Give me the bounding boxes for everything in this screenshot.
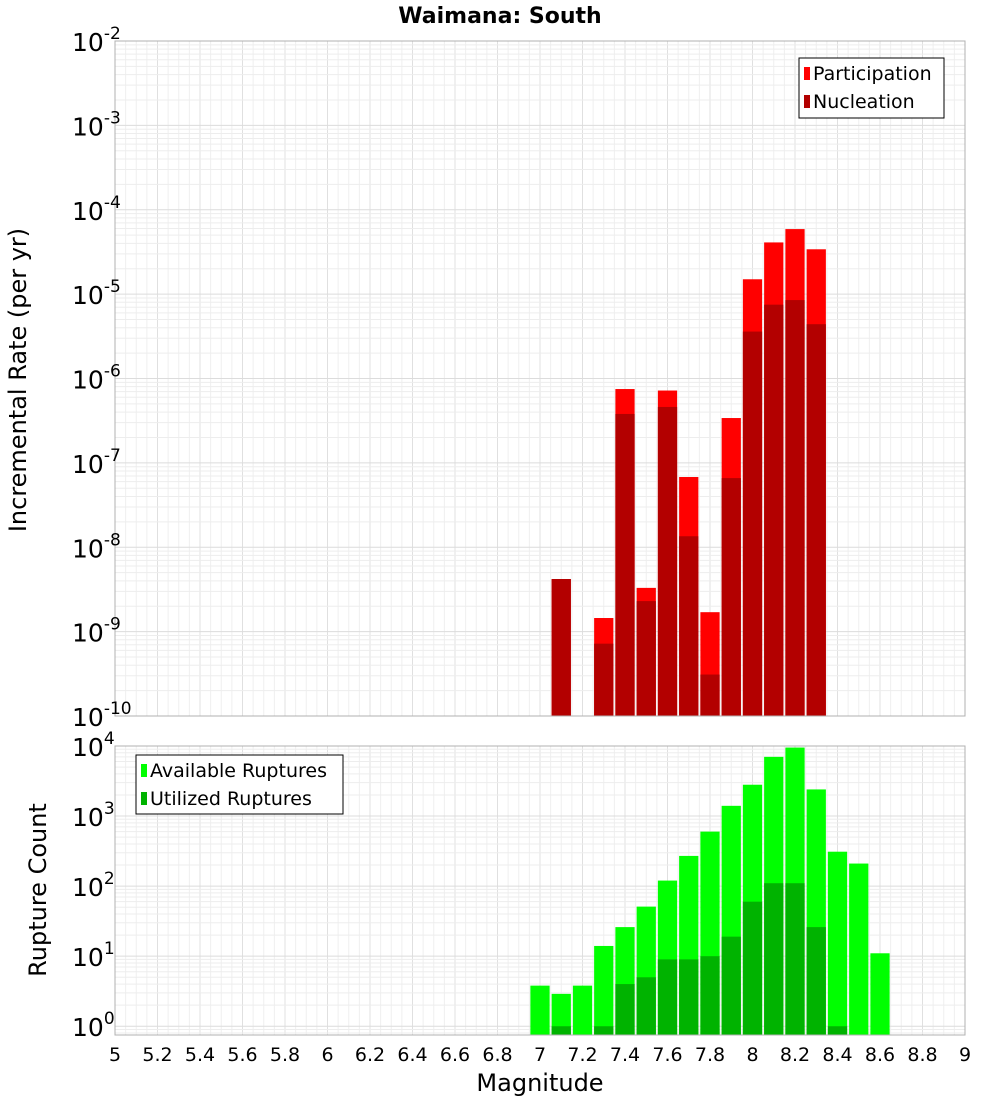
bar-nucleation <box>764 304 784 716</box>
x-tick-label: 6 <box>321 1044 333 1066</box>
bar-utilized-ruptures <box>721 936 741 1035</box>
bar-utilized-ruptures <box>785 883 805 1035</box>
y-tick-label: 10-7 <box>72 446 121 479</box>
bar-utilized-ruptures <box>551 1026 571 1035</box>
bar-nucleation <box>785 300 805 716</box>
x-tick-label: 7.4 <box>610 1044 640 1066</box>
y-tick-label: 103 <box>72 799 115 832</box>
y-tick-label: 101 <box>72 939 115 972</box>
y-tick-label: 104 <box>72 729 115 762</box>
rate-panel: 10-2 10-3 10-4 10-5 10-6 10-7 10-8 10-9 10-10 Par… <box>72 24 966 732</box>
x-axis-label: Magnitude <box>476 1069 603 1097</box>
x-tick-label: 8.4 <box>822 1044 852 1066</box>
legend-label: Participation <box>813 63 932 85</box>
x-tick-label: 5.6 <box>227 1044 257 1066</box>
legend: Available Ruptures Utilized Ruptures <box>135 754 344 815</box>
x-tick-label: 8.2 <box>780 1044 810 1066</box>
x-tick-label: 6.8 <box>482 1044 512 1066</box>
bar-nucleation <box>700 674 720 716</box>
x-tick-label: 7.8 <box>695 1044 725 1066</box>
bar-nucleation <box>657 406 678 716</box>
bar-utilized-ruptures <box>700 956 720 1035</box>
plot-frame <box>114 40 966 717</box>
y-tick-label: 10-4 <box>72 193 121 226</box>
legend-label: Utilized Ruptures <box>150 788 312 810</box>
bar-available-ruptures <box>551 993 571 1035</box>
y-tick-label: 10-10 <box>72 699 132 732</box>
bar-nucleation <box>679 536 699 716</box>
bar-available-ruptures <box>827 851 848 1035</box>
bar-utilized-ruptures <box>594 1026 614 1035</box>
x-tick-label: 7.2 <box>567 1044 597 1066</box>
x-tick-label: 5 <box>109 1044 121 1066</box>
x-tick-label: 9 <box>959 1044 971 1066</box>
bar-utilized-ruptures <box>742 901 763 1035</box>
legend-label: Available Ruptures <box>150 760 327 782</box>
x-tick-label: 5.8 <box>270 1044 300 1066</box>
x-tick-label: 7.6 <box>652 1044 682 1066</box>
bar-nucleation <box>594 643 614 716</box>
bar-utilized-ruptures <box>827 1026 848 1035</box>
legend-swatch <box>804 67 810 80</box>
y-tick-label: 10-9 <box>72 615 121 648</box>
bar-utilized-ruptures <box>636 977 656 1035</box>
legend-box <box>798 57 945 119</box>
x-tick-label: 6.2 <box>355 1044 385 1066</box>
y-tick-label: 100 <box>72 1009 115 1042</box>
y-tick-label: 10-8 <box>72 530 121 563</box>
x-tick-label: 5.2 <box>142 1044 172 1066</box>
bottom-y-axis-label: Rupture Count <box>24 803 52 977</box>
x-tick-label: 5.4 <box>185 1044 215 1066</box>
y-tick-label: 10-3 <box>72 108 121 141</box>
x-tick-label: 6.6 <box>440 1044 470 1066</box>
legend-swatch <box>141 764 147 777</box>
x-tick-label: 6.4 <box>397 1044 427 1066</box>
bar-utilized-ruptures <box>764 883 784 1035</box>
x-tick-label: 7 <box>534 1044 546 1066</box>
x-tick-label: 8.6 <box>865 1044 895 1066</box>
y-tick-label: 102 <box>72 869 115 902</box>
y-tick-label: 10-5 <box>72 277 121 310</box>
bar-available-ruptures <box>870 953 890 1035</box>
bar-utilized-ruptures <box>657 959 678 1035</box>
bar-available-ruptures <box>849 863 869 1035</box>
bar-utilized-ruptures <box>806 927 826 1035</box>
top-y-axis-label: Incremental Rate (per yr) <box>4 228 32 532</box>
bar-available-ruptures <box>572 985 593 1035</box>
bar-utilized-ruptures <box>679 959 699 1035</box>
chart-title: Waimana: South <box>398 4 601 29</box>
bar-nucleation <box>551 579 571 716</box>
y-tick-label: 10-2 <box>72 24 121 57</box>
bar-utilized-ruptures <box>615 984 635 1035</box>
legend: Participation Nucleation <box>798 57 945 119</box>
plot-frame <box>114 745 966 1036</box>
legend-swatch <box>141 792 147 805</box>
y-tick-label: 10-6 <box>72 362 121 395</box>
bar-nucleation <box>742 331 763 716</box>
x-tick-label: 8.8 <box>907 1044 937 1066</box>
bar-available-ruptures <box>530 985 550 1035</box>
bar-nucleation <box>806 324 826 716</box>
legend-box <box>135 754 344 815</box>
bar-available-ruptures <box>594 945 614 1035</box>
legend-swatch <box>804 95 810 108</box>
legend-label: Nucleation <box>813 91 915 113</box>
bar-nucleation <box>615 413 635 716</box>
bar-nucleation <box>636 601 656 716</box>
x-tick-label: 8 <box>746 1044 758 1066</box>
bar-nucleation <box>721 478 741 716</box>
